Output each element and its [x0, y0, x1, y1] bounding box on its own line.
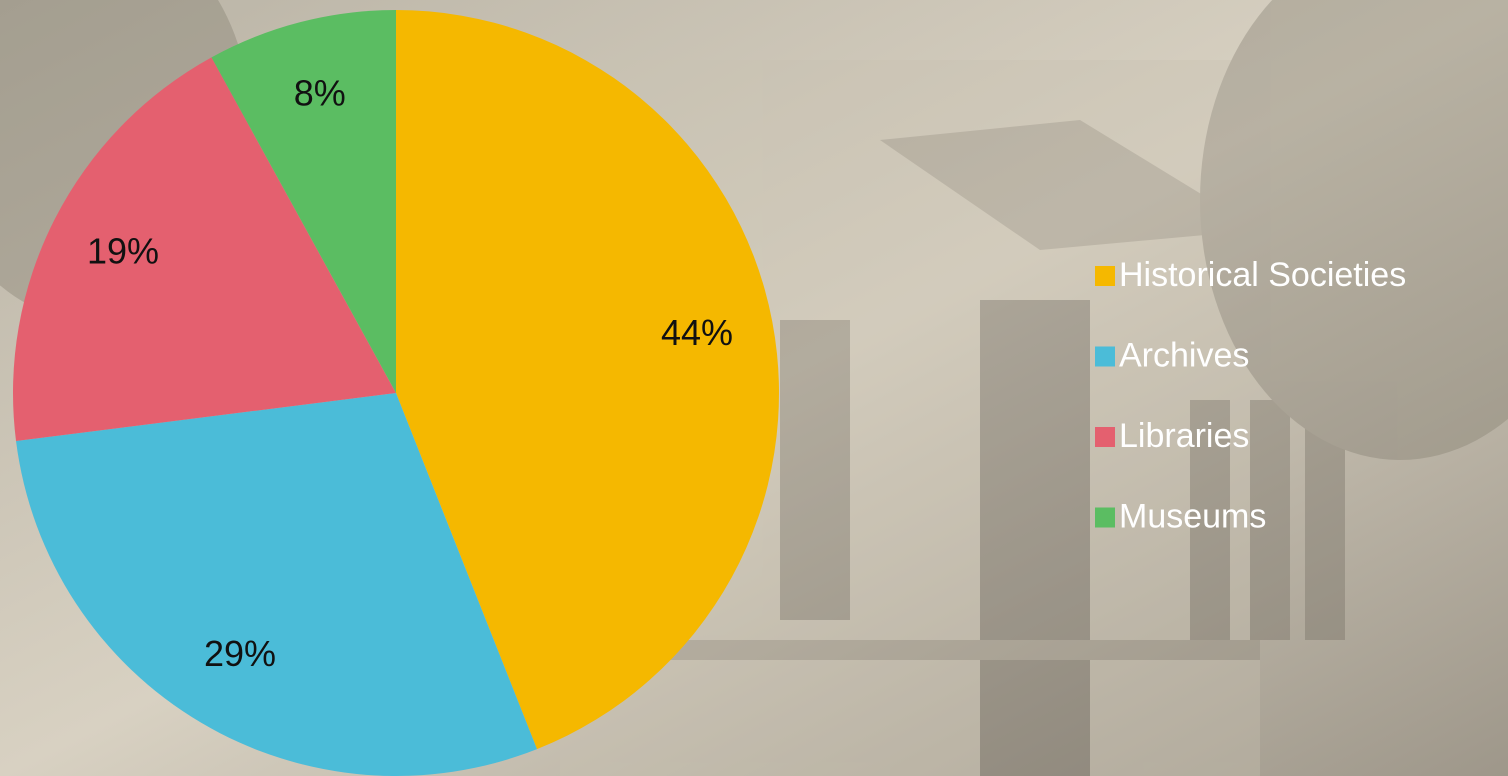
- data-label: 44%: [661, 312, 733, 353]
- legend-swatch: [1095, 347, 1115, 367]
- legend-swatch: [1095, 427, 1115, 447]
- data-label: 29%: [204, 633, 276, 674]
- legend-label: Libraries: [1119, 417, 1249, 455]
- legend-label: Archives: [1119, 336, 1249, 374]
- legend-swatch: [1095, 508, 1115, 528]
- data-label: 19%: [87, 230, 159, 271]
- page: 44% 29% 19% 8% Historical Societies Archives…: [0, 0, 1508, 776]
- legend-swatch: [1095, 266, 1115, 286]
- legend-label: Historical Societies: [1119, 256, 1406, 294]
- pie: 44% 29% 19% 8%: [13, 10, 779, 776]
- data-label: 8%: [294, 73, 346, 114]
- legend-label: Museums: [1119, 497, 1266, 535]
- chart: 44% 29% 19% 8% Historical Societies Archives…: [0, 0, 1508, 776]
